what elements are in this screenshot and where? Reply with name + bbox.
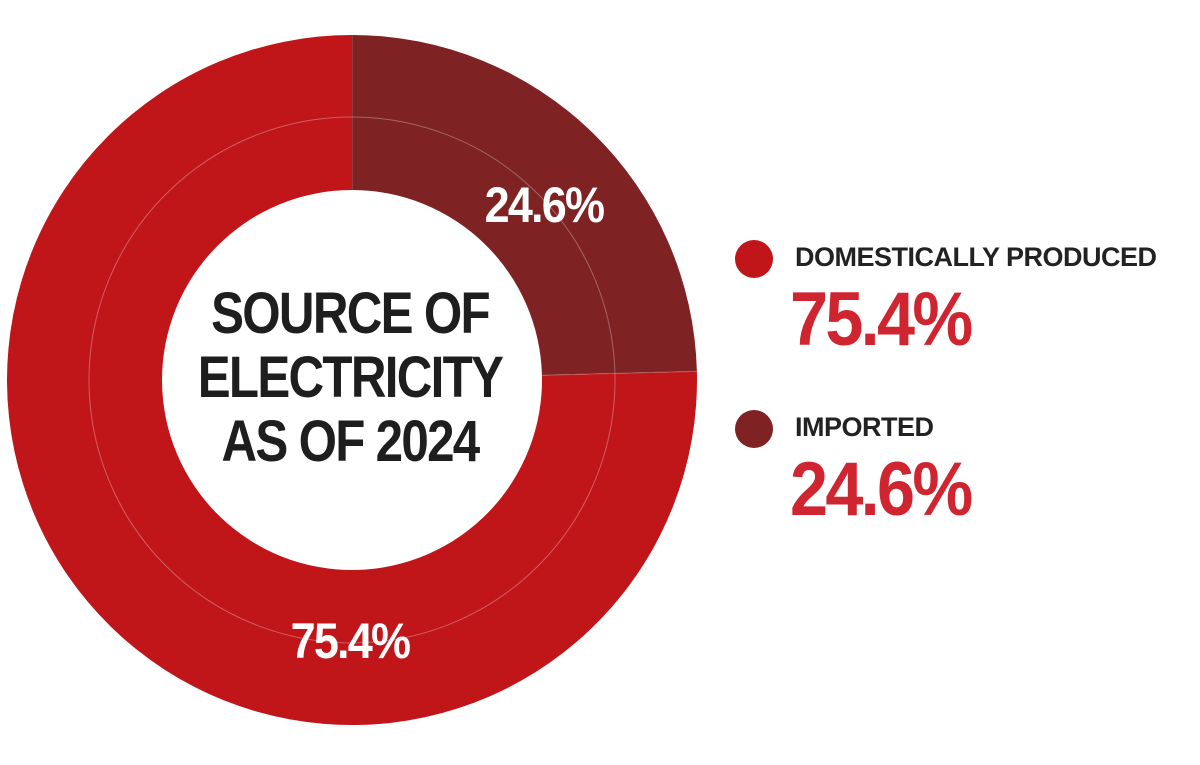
title-line-2: ELECTRICITY [197, 345, 504, 410]
legend-label: DOMESTICALLY PRODUCED [795, 242, 1157, 272]
donut-inner-ring [88, 116, 616, 644]
legend-value: 24.6% [790, 447, 973, 532]
title-line-1: SOURCE OF [211, 281, 490, 346]
title-line-3: AS OF 2024 [221, 409, 480, 474]
legend-swatch [735, 410, 773, 448]
slice-label-imported: 24.6% [484, 177, 605, 233]
donut-chart [7, 35, 698, 725]
legend-swatch [735, 240, 773, 278]
legend-value: 75.4% [790, 277, 973, 362]
slice-divider [541, 370, 697, 376]
legend-label: IMPORTED [795, 412, 934, 442]
donut-slice-domestically-produced [7, 35, 698, 725]
slice-label-domestic: 75.4% [290, 613, 411, 669]
chart-title: SOURCE OF ELECTRICITY AS OF 2024 [197, 281, 504, 474]
donut-slice-imported [352, 35, 697, 376]
